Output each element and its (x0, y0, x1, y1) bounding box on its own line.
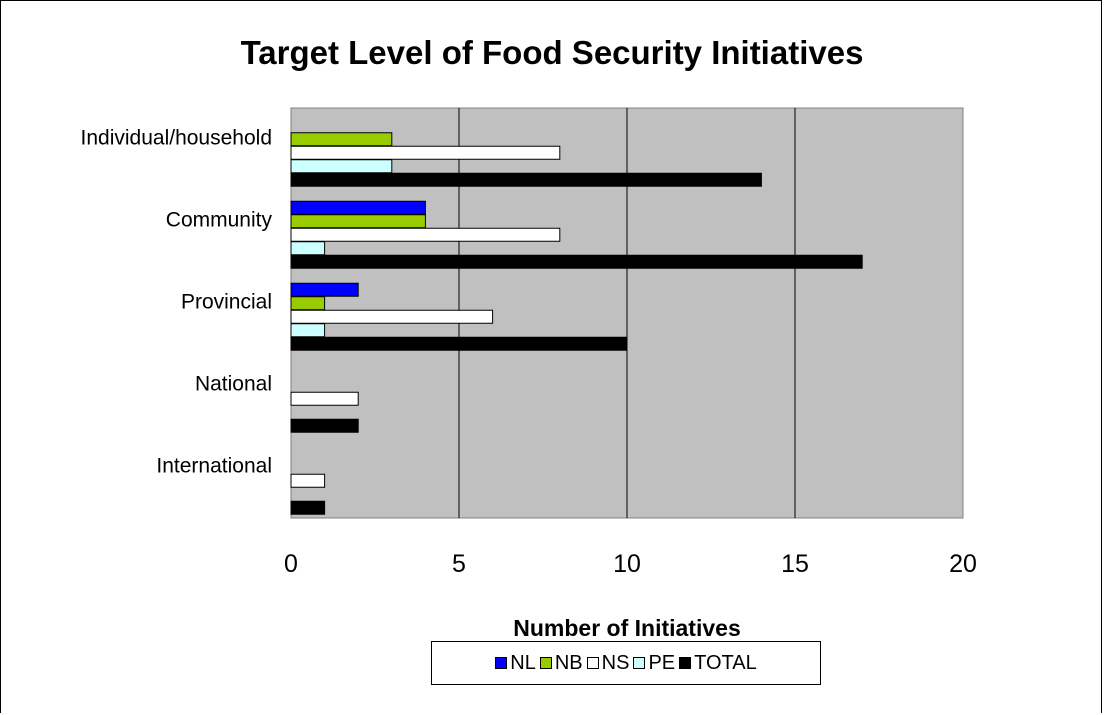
category-labels: Individual/household Community Provincial N… (81, 127, 273, 478)
x-tick-label: 15 (781, 550, 809, 578)
x-tick-label: 20 (949, 550, 977, 578)
legend-item: NS (586, 651, 630, 675)
bar-ns (290, 309, 494, 324)
legend-swatch (495, 657, 508, 669)
legend-item: NB (539, 651, 583, 675)
bar-total (290, 172, 762, 187)
legend-item: NL (495, 652, 536, 675)
bar-ns (290, 473, 326, 488)
bar-ns (290, 227, 561, 242)
bars (290, 132, 863, 515)
bar-ns (290, 145, 561, 160)
legend-swatch (633, 657, 646, 669)
bar-nb (290, 214, 426, 229)
category-label: Community (166, 209, 273, 232)
bar-nb (290, 132, 393, 147)
bar-nb (290, 296, 326, 311)
x-tick-labels: 0 5 10 15 20 (284, 550, 977, 578)
legend-swatch (679, 657, 692, 669)
category-label: National (195, 373, 272, 396)
legend-swatch (539, 657, 552, 669)
category-label: Individual/household (81, 127, 272, 150)
legend: NL NB NS PE TOTAL (431, 641, 821, 685)
bar-pe (290, 323, 326, 338)
category-label: Provincial (181, 291, 272, 314)
x-tick-label: 0 (284, 550, 298, 578)
x-tick-label: 10 (613, 550, 641, 578)
x-tick-label: 5 (452, 550, 466, 578)
legend-item: PE (633, 652, 675, 675)
bar-total (290, 500, 326, 515)
x-axis-title: Number of Initiatives (513, 615, 741, 641)
legend-label: PE (648, 651, 676, 674)
bar-pe (290, 241, 326, 256)
bar-ns (290, 391, 359, 406)
bar-total (290, 418, 359, 433)
bar-pe (290, 159, 393, 174)
bar-nl (290, 282, 359, 297)
legend-label: NS (601, 651, 630, 674)
legend-label: NL (510, 651, 536, 674)
legend-label: TOTAL (694, 651, 757, 674)
bar-total (290, 336, 628, 351)
bar-total (290, 254, 863, 269)
legend-label: NB (554, 651, 583, 674)
legend-item: TOTAL (679, 652, 757, 675)
category-label: International (156, 455, 272, 478)
chart-title: Target Level of Food Security Initiative… (240, 34, 864, 71)
legend-swatch (586, 657, 599, 669)
bar-nl (290, 200, 426, 215)
